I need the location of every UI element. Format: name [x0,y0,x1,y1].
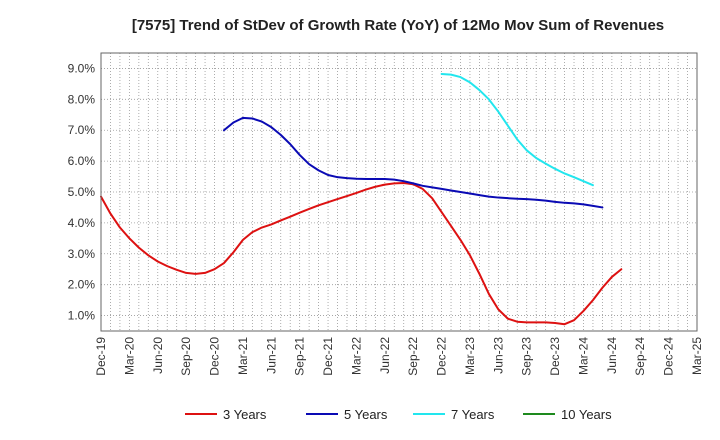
x-tick-label: Mar-20 [122,337,136,375]
x-tick-label: Jun-22 [378,337,392,374]
x-tick-label: Sep-23 [520,337,534,376]
x-tick-label: Mar-25 [690,337,704,375]
series-line-7-years [440,73,594,187]
y-tick-label: 1.0% [68,309,96,323]
y-tick-label: 2.0% [68,278,96,292]
x-tick-label: Mar-23 [463,337,477,375]
x-tick-label: Dec-20 [208,337,222,376]
legend-label: 7 Years [451,407,495,422]
x-axis-ticks: Dec-19 Mar-20 Jun-20 Sep-20 Dec-20 Mar-21 Jun-… [94,337,704,376]
y-tick-label: 8.0% [68,92,96,106]
x-tick-label: Mar-22 [349,337,363,375]
x-tick-label: Sep-21 [293,337,307,376]
x-tick-label: Jun-20 [151,337,165,374]
x-tick-label: Jun-23 [491,337,505,374]
x-tick-label: Dec-24 [662,337,676,376]
x-tick-label: Sep-20 [179,337,193,376]
series-lines [100,73,623,326]
plot-frame [100,52,698,332]
legend-label: 3 Years [223,407,267,422]
x-tick-label: Mar-24 [576,337,590,375]
x-tick-label: Dec-19 [94,337,108,376]
series-line-3-years [100,182,623,326]
legend-label: 10 Years [561,407,612,422]
y-tick-label: 7.0% [68,123,96,137]
legend: 3 Years 5 Years 7 Years 10 Years [185,407,612,422]
x-tick-label: Jun-24 [605,337,619,374]
y-tick-label: 4.0% [68,216,96,230]
y-tick-label: 3.0% [68,247,96,261]
grid [100,53,698,331]
x-tick-label: Mar-21 [236,337,250,375]
x-tick-label: Dec-22 [435,337,449,376]
y-tick-label: 9.0% [68,61,96,75]
x-tick-label: Sep-24 [633,337,647,376]
chart-title: [7575] Trend of StDev of Growth Rate (Yo… [132,17,664,34]
x-tick-label: Dec-21 [321,337,335,376]
y-axis-ticks: 1.0% 2.0% 3.0% 4.0% 5.0% 6.0% 7.0% 8.0% 9.0% [68,61,96,322]
y-tick-label: 5.0% [68,185,96,199]
x-tick-label: Jun-21 [264,337,278,374]
legend-label: 5 Years [344,407,388,422]
x-tick-label: Sep-22 [406,337,420,376]
y-tick-label: 6.0% [68,154,96,168]
x-tick-label: Dec-23 [548,337,562,376]
series-line-5-years [222,116,604,209]
